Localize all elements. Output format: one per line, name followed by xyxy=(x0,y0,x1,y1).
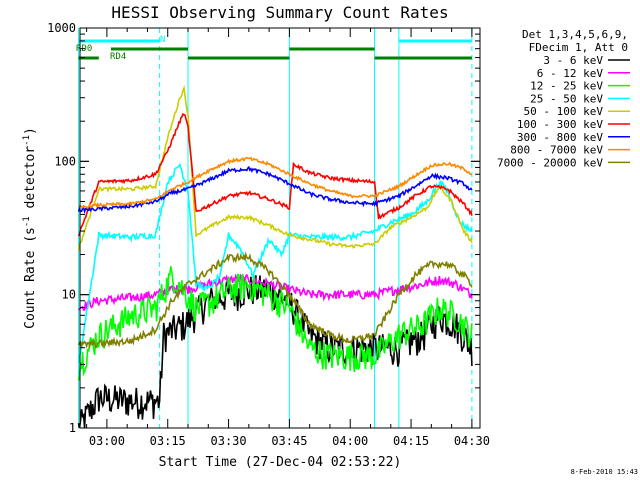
legend-header-line-2: FDecim 1, Att 0 xyxy=(529,41,628,54)
legend-label-5: 100 - 300 keV xyxy=(517,118,603,131)
legend-header-line-1: Det 1,3,4,5,6,9, xyxy=(522,28,628,41)
chart-title: HESSI Observing Summary Count Rates xyxy=(111,3,448,22)
x-axis-label: Start Time (27-Dec-04 02:53:22) xyxy=(159,455,402,470)
y-tick-label-2: 100 xyxy=(54,154,76,168)
series-line-8 xyxy=(77,251,473,350)
footer-timestamp: 8-Feb-2010 15:43 xyxy=(571,468,638,476)
legend-label-1: 6 - 12 keV xyxy=(537,67,604,80)
plot-frame xyxy=(79,27,481,429)
y-tick-label-1: 10 xyxy=(62,288,76,302)
series-line-5 xyxy=(77,112,473,237)
x-tick-label-2: 03:30 xyxy=(211,434,247,448)
x-tick-label-3: 03:45 xyxy=(271,434,307,448)
x-tick-label-5: 04:15 xyxy=(393,434,429,448)
legend-label-8: 7000 - 20000 keV xyxy=(497,156,603,169)
series-line-1 xyxy=(78,273,473,311)
y-tick-label-0: 1 xyxy=(69,421,76,435)
legend: Det 1,3,4,5,6,9, FDecim 1, Att 0 3 - 6 k… xyxy=(497,28,630,169)
flag-rd4-label: RD4 xyxy=(110,52,126,62)
legend-label-6: 300 - 800 keV xyxy=(517,131,603,144)
series-line-7 xyxy=(78,156,473,209)
series-line-4 xyxy=(77,84,473,251)
y-axis-label: Count Rate (s-1 detector-1) xyxy=(22,127,38,329)
series-lines xyxy=(77,84,473,429)
x-tick-label-1: 03:15 xyxy=(150,434,186,448)
flag-n-label: N xyxy=(160,35,165,45)
series-line-3 xyxy=(77,162,473,364)
orbit-boundary-lines xyxy=(78,28,473,428)
series-line-0 xyxy=(77,275,473,429)
y-tick-label-3: 1000 xyxy=(47,21,76,35)
y-axis-ticks: 1 10 100 1000 xyxy=(47,21,480,435)
x-tick-label-0: 03:00 xyxy=(89,434,125,448)
x-tick-label-6: 04:30 xyxy=(454,434,490,448)
legend-label-7: 800 - 7000 keV xyxy=(510,144,603,157)
series-line-2 xyxy=(77,266,473,381)
x-tick-label-4: 04:00 xyxy=(332,434,368,448)
legend-label-2: 12 - 25 keV xyxy=(530,80,603,93)
legend-label-4: 50 - 100 keV xyxy=(524,105,604,118)
legend-label-0: 3 - 6 keV xyxy=(543,54,603,67)
x-axis-ticks: 03:00 03:15 03:30 03:45 04:00 04:15 04:30 xyxy=(86,28,490,448)
legend-label-3: 25 - 50 keV xyxy=(530,92,603,105)
series-line-6 xyxy=(77,165,473,214)
